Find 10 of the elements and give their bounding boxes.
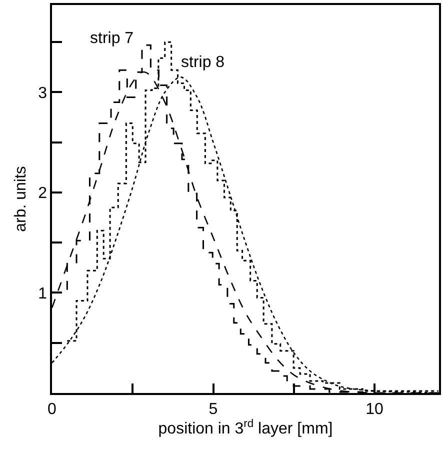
series-label: strip 8 <box>181 54 225 71</box>
x-tick-label: 5 <box>208 400 218 418</box>
series-label: strip 7 <box>90 30 134 47</box>
x-tick-label: 0 <box>48 400 57 418</box>
y-tick-label: 2 <box>38 185 48 202</box>
x-tick-label: 10 <box>366 400 384 418</box>
y-tick-label: 3 <box>38 84 48 102</box>
y-axis-title: arb. units <box>12 166 30 232</box>
y-tick-label: 1 <box>38 285 48 302</box>
x-axis-title: position in 3$^{rd}$ layer [mm] <box>158 418 333 438</box>
